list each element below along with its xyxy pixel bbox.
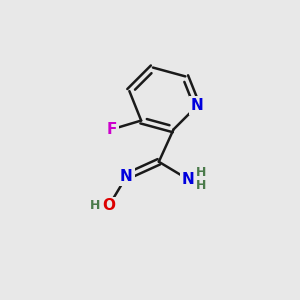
Text: O: O: [102, 198, 115, 213]
Text: F: F: [106, 122, 117, 137]
Text: N: N: [120, 169, 133, 184]
Text: N: N: [191, 98, 203, 113]
Text: H: H: [196, 179, 207, 192]
Text: H: H: [196, 167, 207, 179]
Text: N: N: [182, 172, 195, 187]
Text: H: H: [90, 200, 101, 212]
